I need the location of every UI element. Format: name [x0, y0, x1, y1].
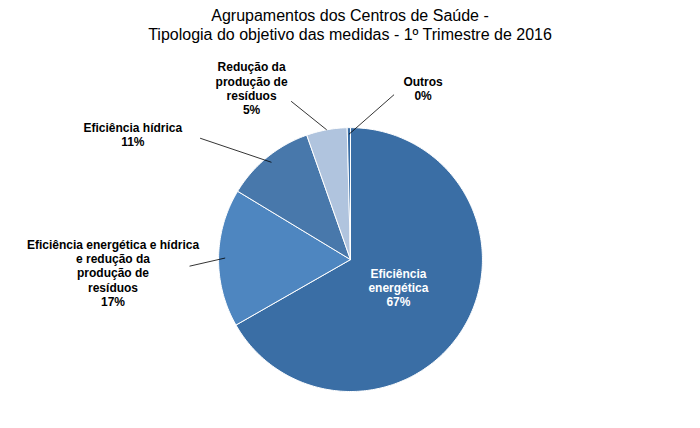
- svg-text:Outros0%: Outros0%: [403, 74, 443, 102]
- svg-text:Redução daprodução deresíduos5: Redução daprodução deresíduos5%: [216, 60, 288, 117]
- html-text:Agrupamentos dos Centros de Sa: Agrupamentos dos Centros de Saúde - Tipo…: [148, 7, 552, 43]
- svg-text:Eficiênciaenergética67%: Eficiênciaenergética67%: [368, 267, 428, 310]
- svg-text:Eficiência hídrica11%: Eficiência hídrica11%: [83, 121, 182, 149]
- svg-text:Eficiência energética e hídric: Eficiência energética e hídricae redução…: [27, 238, 199, 310]
